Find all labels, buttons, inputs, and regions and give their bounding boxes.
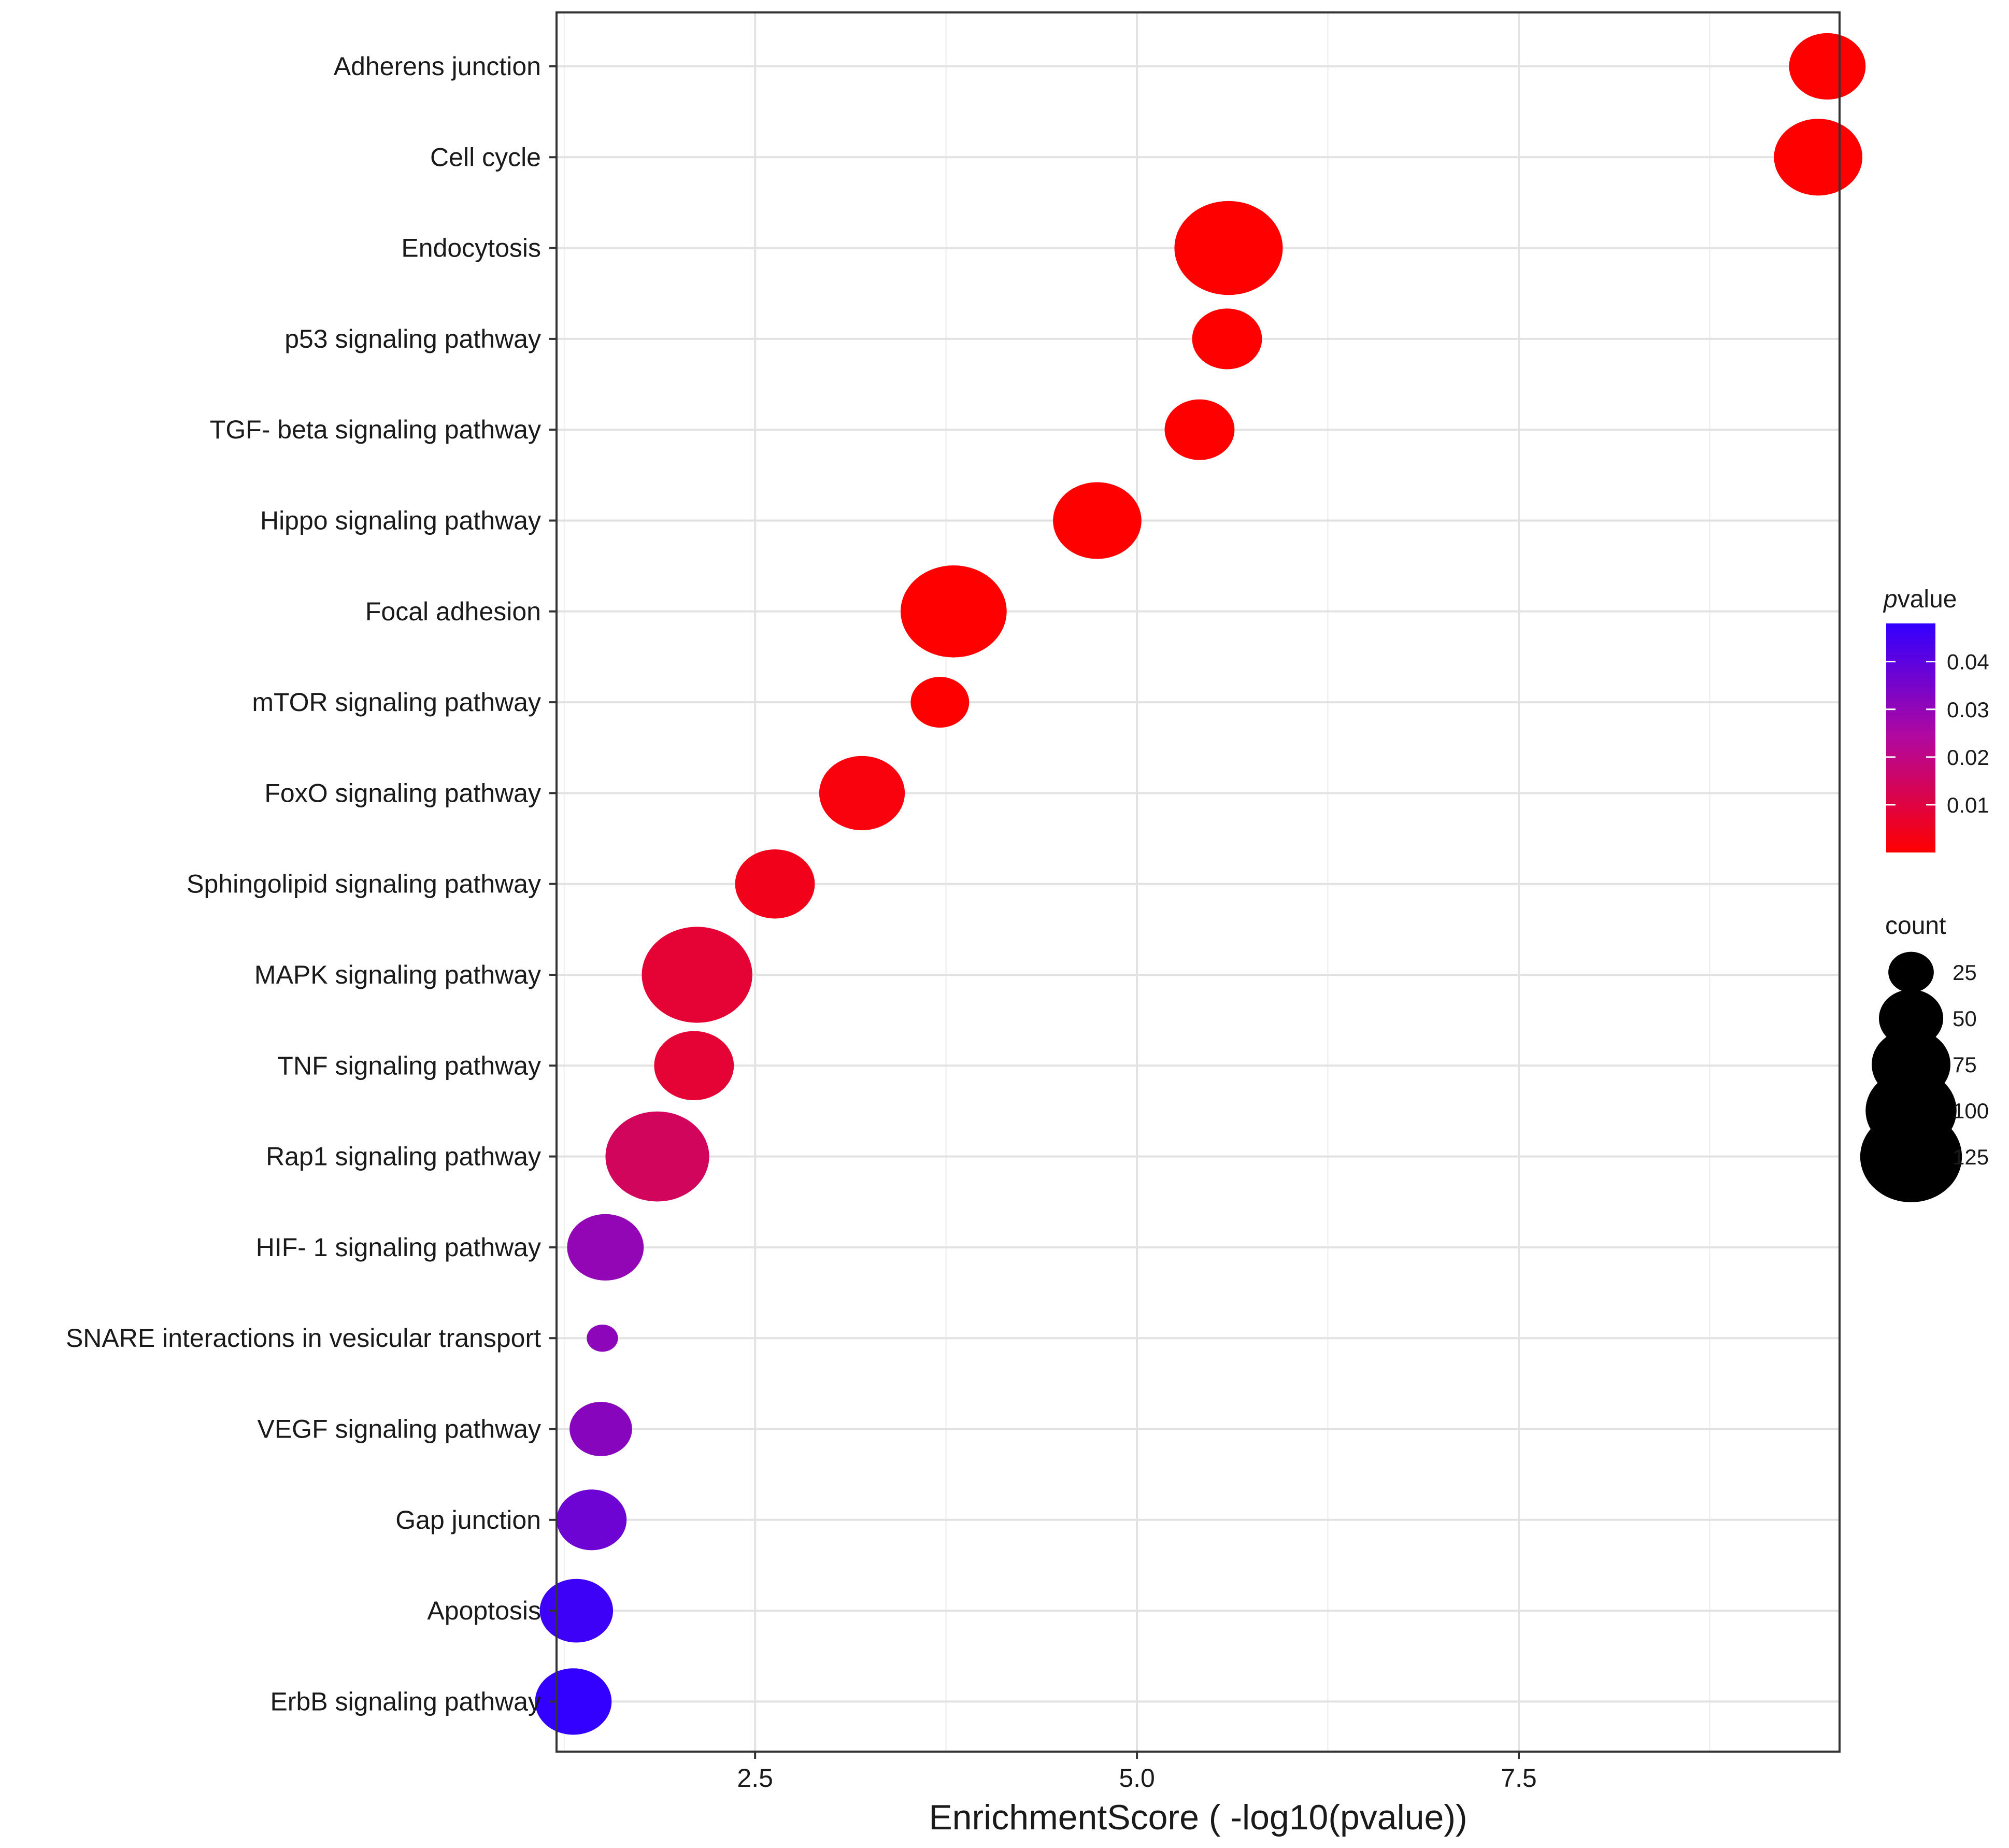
data-point (587, 1325, 618, 1352)
data-point (654, 1031, 734, 1101)
count-legend-label: 125 (1953, 1145, 1989, 1169)
colorbar-tick-label: 0.03 (1947, 698, 1989, 722)
data-point (1192, 308, 1262, 369)
x-tick-label: 7.5 (1501, 1764, 1537, 1793)
colorbar-tick-label: 0.02 (1947, 745, 1989, 770)
category-label: ErbB signaling pathway (270, 1687, 541, 1716)
data-point (539, 1579, 614, 1643)
data-point (567, 1214, 644, 1281)
category-label: Focal adhesion (365, 597, 541, 626)
pvalue-colorbar (1886, 623, 1935, 852)
x-axis: 2.5 5.0 7.5 (737, 1752, 1537, 1793)
count-legend-label: 50 (1953, 1006, 1977, 1031)
category-label: Sphingolipid signaling pathway (187, 870, 541, 899)
category-label: TNF signaling pathway (277, 1051, 541, 1080)
count-legend-label: 100 (1953, 1099, 1989, 1123)
category-label: Endocytosis (401, 234, 541, 263)
y-axis: Adherens junction Cell cycle Endocytosis p5… (66, 52, 557, 1716)
category-label: TGF- beta signaling pathway (210, 415, 541, 444)
category-label: mTOR signaling pathway (252, 688, 541, 717)
pvalue-legend: pvalue 0.01 0.02 0.03 0.04 (1883, 586, 1989, 852)
category-label: Gap junction (395, 1505, 541, 1534)
count-legend: count 25 50 75 100 125 (1860, 912, 1989, 1202)
category-label: p53 signaling pathway (284, 324, 541, 353)
x-tick-label: 2.5 (737, 1764, 773, 1793)
category-label: Cell cycle (430, 143, 541, 172)
category-label: Hippo signaling pathway (260, 506, 541, 535)
data-point (1774, 119, 1863, 196)
x-axis-title: EnrichmentScore ( -log10(pvalue)) (929, 1798, 1467, 1837)
count-legend-title: count (1885, 912, 1946, 940)
data-point (1789, 33, 1866, 100)
count-legend-items: 25 50 75 100 125 (1860, 951, 1989, 1202)
category-label: Apoptosis (427, 1596, 541, 1625)
category-label: Rap1 signaling pathway (266, 1142, 541, 1171)
category-label: Adherens junction (334, 52, 541, 81)
colorbar-tick-label: 0.04 (1947, 650, 1989, 674)
count-legend-dot (1888, 951, 1934, 993)
data-points (535, 33, 1866, 1735)
data-point (535, 1668, 612, 1735)
x-tick-label: 5.0 (1119, 1764, 1155, 1793)
data-point (1164, 399, 1235, 460)
category-label: SNARE interactions in vesicular transpor… (66, 1324, 541, 1353)
data-point (735, 849, 815, 919)
data-point (569, 1402, 632, 1456)
count-legend-label: 75 (1953, 1053, 1977, 1077)
data-point (910, 677, 970, 728)
data-point (557, 1489, 627, 1551)
category-label: MAPK signaling pathway (254, 960, 541, 989)
data-point (819, 756, 905, 831)
category-label: HIF- 1 signaling pathway (256, 1233, 541, 1262)
colorbar-tick-label: 0.01 (1947, 793, 1989, 817)
plot-border (555, 11, 1841, 1753)
data-point (1174, 201, 1283, 295)
pvalue-legend-title: pvalue (1883, 586, 1957, 613)
category-label: FoxO signaling pathway (264, 778, 541, 807)
data-point (642, 927, 752, 1023)
pvalue-colorbar-ticks: 0.01 0.02 0.03 0.04 (1886, 650, 1989, 817)
count-legend-dot (1860, 1111, 1962, 1202)
data-point (1053, 482, 1142, 559)
category-label: VEGF signaling pathway (257, 1415, 541, 1444)
data-point (901, 565, 1007, 658)
data-point (605, 1111, 709, 1202)
count-legend-label: 25 (1953, 960, 1977, 985)
